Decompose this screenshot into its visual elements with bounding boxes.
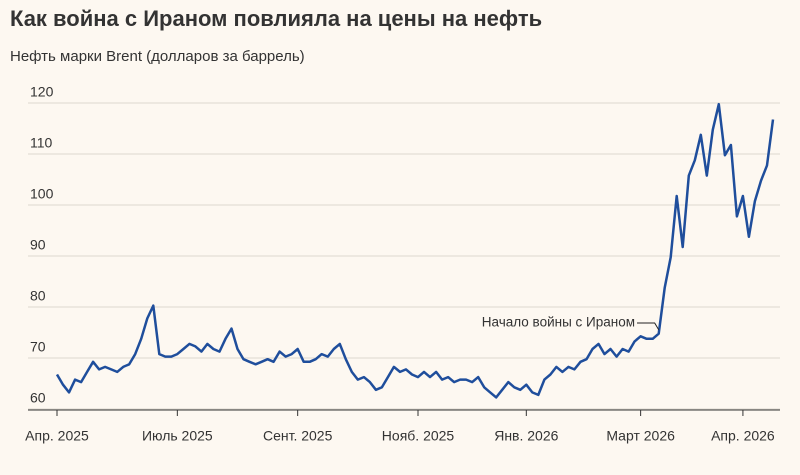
y-tick-label: 90 [30, 237, 46, 253]
y-tick-label: 80 [30, 288, 46, 304]
annotation: Начало войны с Ираном [482, 315, 635, 330]
chart-subtitle: Нефть марки Brent (долларов за баррель) [10, 48, 305, 65]
y-tick-label: 110 [30, 135, 53, 151]
x-tick-label: Сент. 2025 [263, 428, 333, 444]
x-tick-label: Апр. 2026 [711, 428, 775, 444]
x-tick-label: Апр. 2025 [25, 428, 89, 444]
annotation-leader [637, 322, 660, 330]
y-tick-label: 70 [30, 339, 46, 355]
y-tick-label: 120 [30, 84, 54, 100]
chart-title: Как война с Ираном повлияла на цены на н… [10, 6, 542, 31]
x-tick-label: Июль 2025 [142, 428, 213, 444]
y-tick-label: 100 [30, 186, 54, 202]
y-tick-label: 60 [30, 390, 46, 406]
x-tick-label: Нояб. 2025 [382, 428, 455, 444]
x-tick-label: Янв. 2026 [494, 428, 558, 444]
x-tick-label: Март 2026 [606, 428, 675, 444]
price-line [55, 102, 775, 399]
